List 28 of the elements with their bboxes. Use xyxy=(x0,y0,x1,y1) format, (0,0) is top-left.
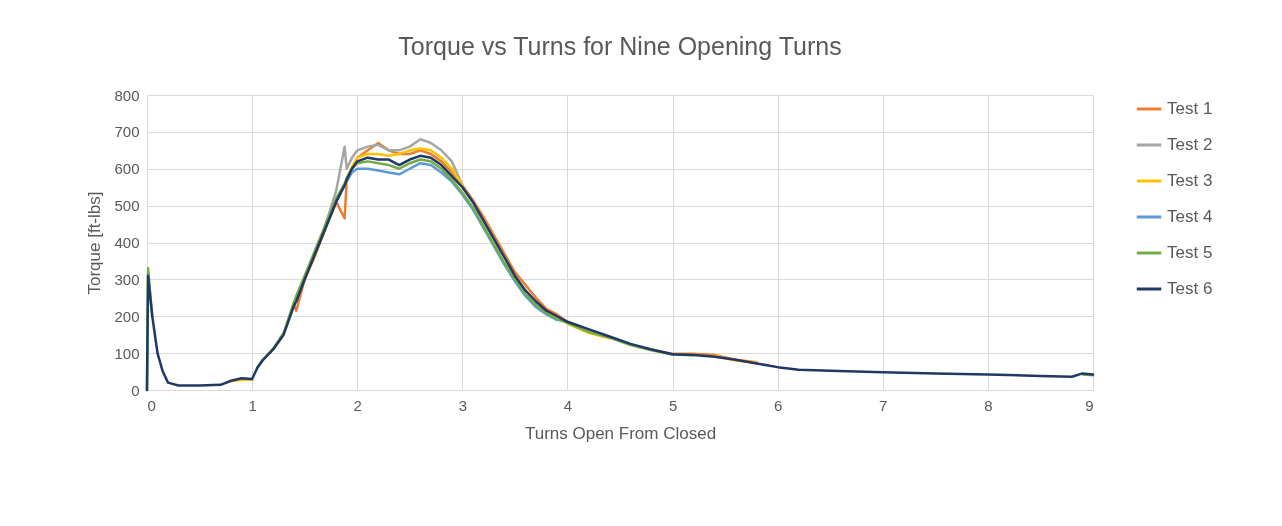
y-tick-label: 300 xyxy=(114,270,140,288)
y-tick-label: 0 xyxy=(131,381,140,399)
y-tick-label: 500 xyxy=(114,197,140,215)
x-tick-label: 3 xyxy=(458,396,468,414)
legend-label: Test 4 xyxy=(1167,207,1213,226)
y-axis-title: Torque [ft-lbs] xyxy=(85,191,105,295)
legend-label: Test 6 xyxy=(1167,279,1213,298)
legend-label: Test 3 xyxy=(1167,171,1213,190)
y-tick-label: 200 xyxy=(114,307,140,325)
x-tick-label: 5 xyxy=(668,396,678,414)
x-axis-title: Turns Open From Closed xyxy=(524,423,717,443)
y-tick-label: 400 xyxy=(114,234,140,251)
x-tick-label: 9 xyxy=(1085,396,1094,414)
y-tick-label: 700 xyxy=(114,123,140,141)
legend-label: Test 1 xyxy=(1167,99,1213,118)
x-tick-label: 6 xyxy=(773,396,783,414)
x-tick-label: 4 xyxy=(563,396,573,414)
y-tick-label: 100 xyxy=(114,344,140,362)
legend-label: Test 5 xyxy=(1167,243,1213,262)
x-tick-label: 1 xyxy=(248,396,257,414)
x-tick-label: 7 xyxy=(879,396,888,414)
y-tick-label: 800 xyxy=(114,86,140,104)
x-tick-label: 8 xyxy=(984,396,993,414)
x-tick-label: 0 xyxy=(147,396,156,414)
y-tick-label: 600 xyxy=(114,160,140,178)
legend-label: Test 2 xyxy=(1167,135,1213,154)
chart-title: Torque vs Turns for Nine Opening Turns xyxy=(398,32,842,60)
x-tick-label: 2 xyxy=(353,396,362,414)
